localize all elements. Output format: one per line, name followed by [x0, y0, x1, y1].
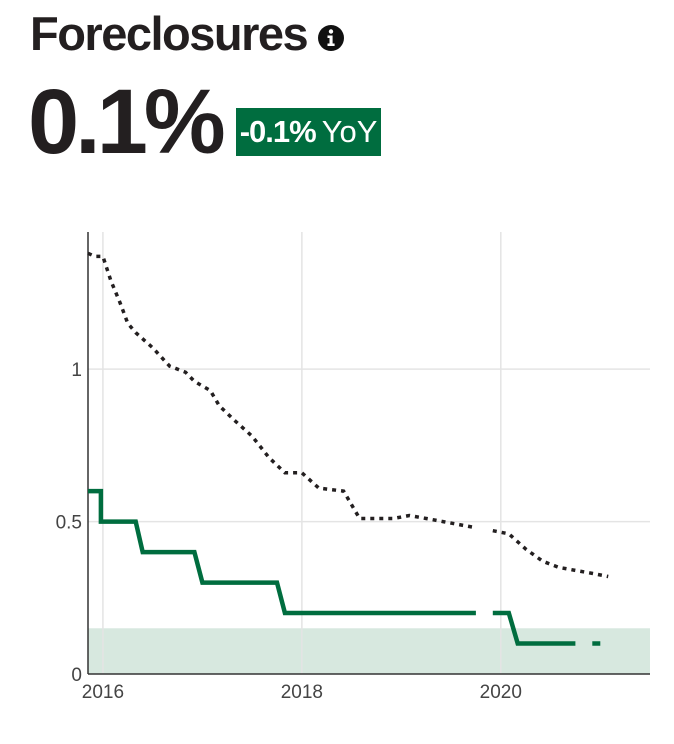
value-row: 0.1% -0.1% YoY: [28, 71, 382, 173]
reference-series-line: [87, 251, 477, 530]
foreclosures-series-line: [492, 610, 576, 646]
x-tick-label: 2018: [281, 682, 323, 703]
x-tick-label: 2020: [480, 682, 522, 703]
yoy-unit-label: YoY: [321, 114, 378, 149]
y-tick-label: 0.5: [56, 513, 82, 534]
yoy-change-value: -0.1%: [239, 114, 317, 149]
current-value: 0.1%: [28, 71, 226, 173]
y-tick-label: 1: [71, 360, 82, 381]
x-tick-label: 2016: [82, 682, 124, 703]
page-title: Foreclosures: [30, 7, 309, 60]
foreclosures-series-line: [88, 488, 476, 616]
shaded-band: [88, 628, 650, 674]
yoy-badge: -0.1% YoY: [235, 108, 382, 156]
title-row: Foreclosures: [30, 4, 345, 64]
y-tick-label: 0: [71, 665, 82, 686]
info-circle-icon[interactable]: [317, 24, 345, 52]
reference-series-line: [492, 528, 609, 579]
